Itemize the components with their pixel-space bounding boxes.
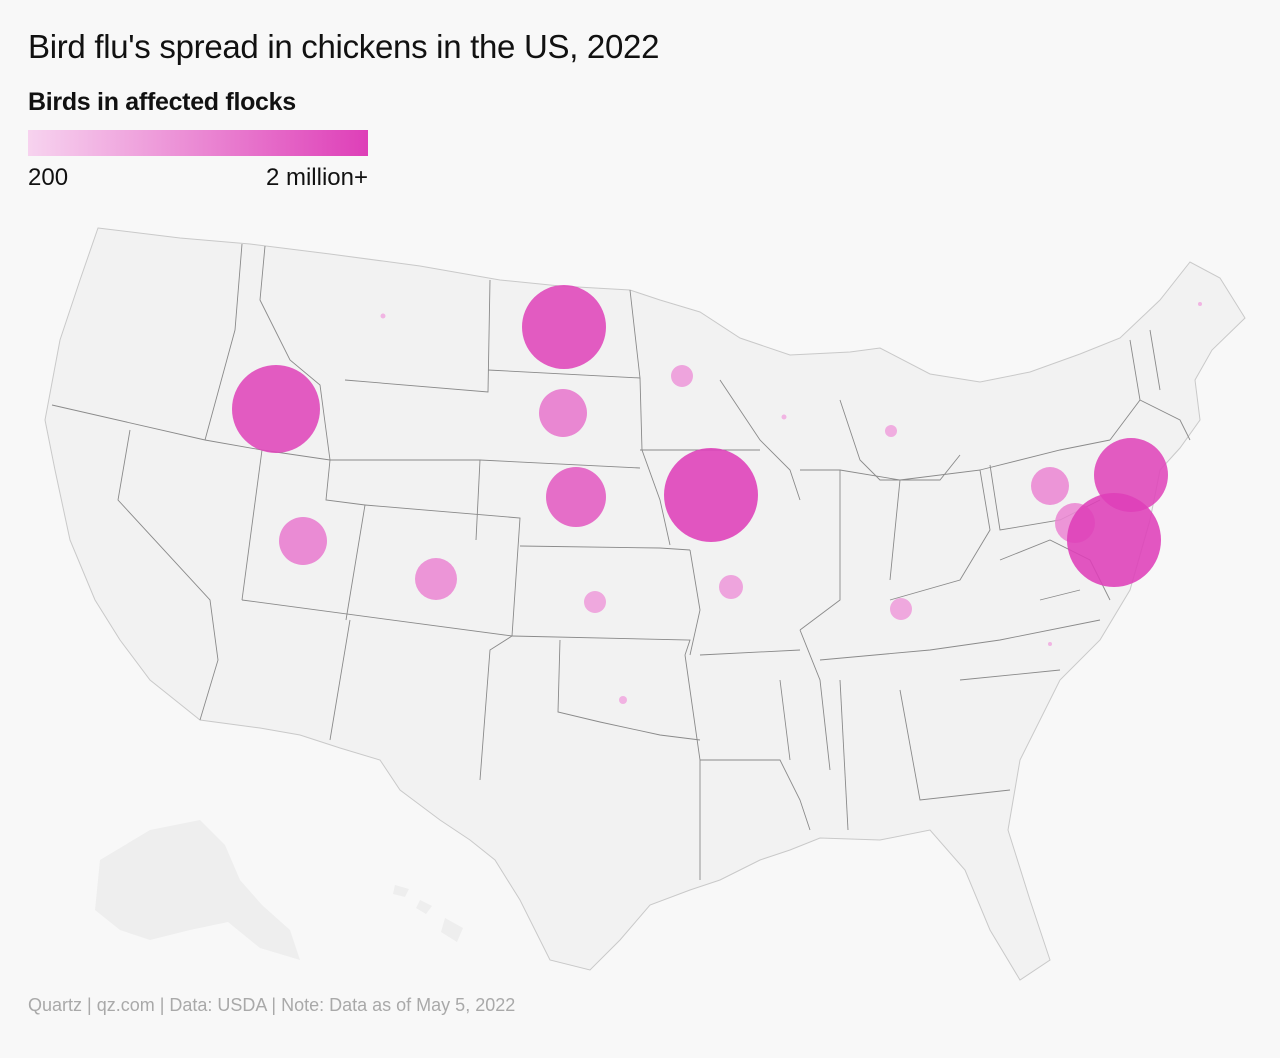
bubble-oklahoma [619,696,627,704]
bubble-michigan [885,425,897,437]
bubble-pennsylvania [1031,467,1069,505]
bubble-wisconsin [781,414,787,420]
bubble-idaho [232,365,320,453]
bubbles [232,285,1202,704]
bubble-utah [279,517,327,565]
bubble-nebraska [546,467,606,527]
legend-max-label: 2 million+ [265,164,368,191]
us-land [44,227,1246,981]
bubble-kentucky [890,598,912,620]
bubble-maine [1198,302,1202,306]
state-borders [51,243,1191,880]
bubble-north-dakota [522,285,606,369]
bubble-montana [380,313,386,319]
hawaii-shape [393,885,463,942]
alaska-shape [95,820,300,960]
bubble-kansas [584,591,606,613]
bubble-south-dakota [539,389,587,437]
legend-min-label: 200 [28,164,69,191]
bubble-missouri [719,575,743,599]
bubble-minnesota [671,365,693,387]
us-map [44,227,1246,981]
legend-title: Birds in affected flocks [28,88,296,116]
legend-color-bar [28,130,368,156]
bubble-delaware [1067,493,1161,587]
source-note: Quartz | qz.com | Data: USDA | Note: Dat… [28,995,516,1015]
bubble-north-carolina [1048,642,1052,646]
bubble-colorado [415,558,457,600]
chart-title: Bird flu's spread in chickens in the US,… [28,28,660,65]
bubble-iowa [664,448,758,542]
